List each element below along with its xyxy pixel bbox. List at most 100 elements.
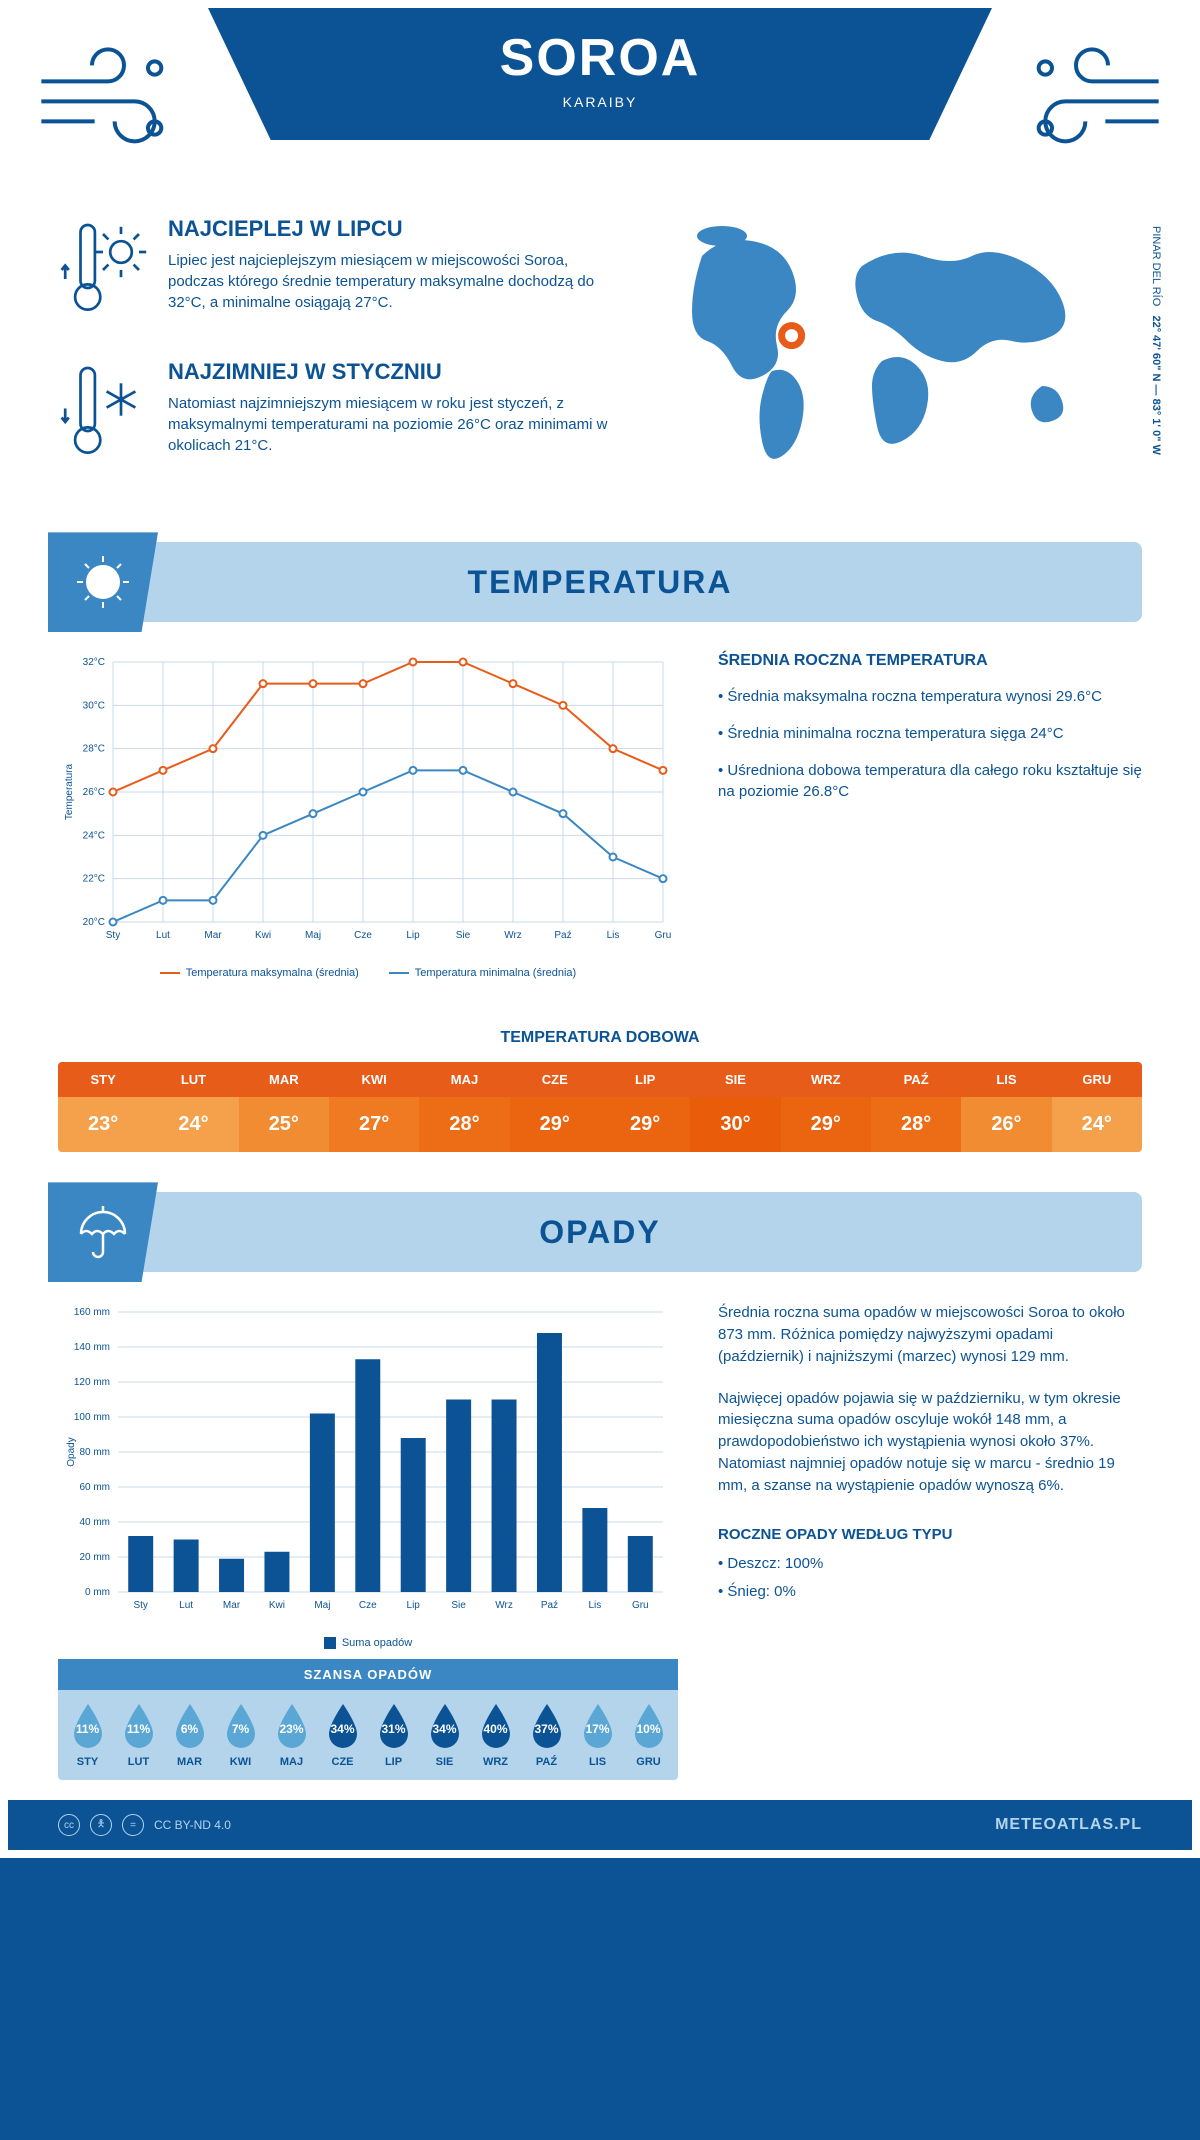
svg-text:Paź: Paź — [554, 930, 571, 941]
svg-text:40 mm: 40 mm — [79, 1517, 110, 1528]
svg-text:160 mm: 160 mm — [74, 1307, 110, 1318]
daily-temp-cell: CZE 29° — [510, 1062, 600, 1152]
svg-text:28°C: 28°C — [83, 744, 105, 755]
chance-title: SZANSA OPADÓW — [58, 1659, 678, 1690]
thermometer-cold-icon — [58, 359, 148, 472]
precip-bar-chart: 0 mm20 mm40 mm60 mm80 mm100 mm120 mm140 … — [58, 1302, 678, 1622]
raindrop-icon: 23% — [272, 1702, 312, 1750]
raindrop-icon: 7% — [221, 1702, 261, 1750]
precip-type-item: • Deszcz: 100% — [718, 1553, 1142, 1575]
chance-cell: 10% GRU — [623, 1702, 674, 1768]
chance-cell: 7% KWI — [215, 1702, 266, 1768]
svg-text:Wrz: Wrz — [495, 1600, 513, 1611]
svg-text:140 mm: 140 mm — [74, 1342, 110, 1353]
thermometer-hot-icon — [58, 216, 148, 329]
svg-text:Lut: Lut — [179, 1600, 193, 1611]
raindrop-icon: 10% — [629, 1702, 669, 1750]
svg-text:Sie: Sie — [456, 930, 471, 941]
temperature-legend: Temperatura maksymalna (średnia) Tempera… — [58, 967, 678, 979]
svg-text:22°C: 22°C — [83, 874, 105, 885]
precip-text-1: Średnia roczna suma opadów w miejscowośc… — [718, 1302, 1142, 1367]
raindrop-icon: 11% — [119, 1702, 159, 1750]
license-text: CC BY-ND 4.0 — [154, 1818, 231, 1832]
temp-summary-item: • Średnia minimalna roczna temperatura s… — [718, 723, 1142, 744]
svg-text:Lip: Lip — [406, 930, 420, 941]
svg-text:Temperatura: Temperatura — [64, 764, 75, 821]
svg-text:60 mm: 60 mm — [79, 1482, 110, 1493]
location-marker — [782, 326, 802, 346]
svg-text:Lut: Lut — [156, 930, 170, 941]
warmest-block: NAJCIEPLEJ W LIPCU Lipiec jest najcieple… — [58, 216, 622, 329]
svg-text:Maj: Maj — [305, 930, 321, 941]
svg-text:Kwi: Kwi — [269, 1600, 285, 1611]
daily-temp-cell: SIE 30° — [690, 1062, 780, 1152]
raindrop-icon: 17% — [578, 1702, 618, 1750]
temperature-chart: 20°C22°C24°C26°C28°C30°C32°CStyLutMarKwi… — [58, 652, 678, 979]
svg-text:Opady: Opady — [66, 1438, 77, 1467]
site-name: METEOATLAS.PL — [995, 1816, 1142, 1834]
chance-cell: 6% MAR — [164, 1702, 215, 1768]
umbrella-icon — [48, 1182, 158, 1282]
by-icon: 🯅 — [90, 1814, 112, 1836]
daily-temp-cell: LUT 24° — [148, 1062, 238, 1152]
sun-icon — [48, 532, 158, 632]
wind-icon-right — [992, 8, 1192, 186]
svg-text:20°C: 20°C — [83, 917, 105, 928]
chance-cell: 37% PAŹ — [521, 1702, 572, 1768]
svg-text:Lis: Lis — [607, 930, 620, 941]
svg-text:Gru: Gru — [632, 1600, 649, 1611]
svg-text:30°C: 30°C — [83, 701, 105, 712]
raindrop-icon: 11% — [68, 1702, 108, 1750]
svg-text:Sty: Sty — [106, 930, 120, 941]
coldest-text: Natomiast najzimniejszym miesiącem w rok… — [168, 393, 622, 456]
daily-temp-cell: WRZ 29° — [781, 1062, 871, 1152]
coldest-block: NAJZIMNIEJ W STYCZNIU Natomiast najzimni… — [58, 359, 622, 472]
cc-icon: cc — [58, 1814, 80, 1836]
temperature-section-header: TEMPERATURA — [58, 542, 1142, 622]
temp-summary-item: • Średnia maksymalna roczna temperatura … — [718, 686, 1142, 707]
temperature-title: TEMPERATURA — [58, 564, 1142, 601]
coordinates: PINAR DEL RÍO 22° 47' 60" N — 83° 1' 0" … — [1150, 226, 1162, 455]
svg-text:24°C: 24°C — [83, 831, 105, 842]
info-section: NAJCIEPLEJ W LIPCU Lipiec jest najcieple… — [8, 186, 1192, 542]
warmest-title: NAJCIEPLEJ W LIPCU — [168, 216, 622, 242]
svg-text:Mar: Mar — [223, 1600, 241, 1611]
daily-temp-cell: KWI 27° — [329, 1062, 419, 1152]
chance-cell: 31% LIP — [368, 1702, 419, 1768]
svg-text:Cze: Cze — [354, 930, 372, 941]
svg-text:Cze: Cze — [359, 1600, 377, 1611]
raindrop-icon: 34% — [425, 1702, 465, 1750]
svg-text:80 mm: 80 mm — [79, 1447, 110, 1458]
daily-temp-cell: STY 23° — [58, 1062, 148, 1152]
daily-temp-cell: LIS 26° — [961, 1062, 1051, 1152]
chance-cell: 11% LUT — [113, 1702, 164, 1768]
svg-text:Lip: Lip — [407, 1600, 421, 1611]
svg-text:Sty: Sty — [133, 1600, 147, 1611]
chance-cell: 34% SIE — [419, 1702, 470, 1768]
header: SOROA KARAIBY — [8, 8, 1192, 186]
svg-text:Sie: Sie — [451, 1600, 466, 1611]
region-name: KARAIBY — [208, 94, 992, 110]
chance-cell: 17% LIS — [572, 1702, 623, 1768]
precip-title: OPADY — [58, 1214, 1142, 1251]
temp-summary-item: • Uśredniona dobowa temperatura dla całe… — [718, 760, 1142, 802]
svg-text:Wrz: Wrz — [504, 930, 522, 941]
svg-text:Paź: Paź — [541, 1600, 558, 1611]
daily-temp-cell: PAŹ 28° — [871, 1062, 961, 1152]
chance-cell: 23% MAJ — [266, 1702, 317, 1768]
svg-text:Kwi: Kwi — [255, 930, 271, 941]
raindrop-icon: 34% — [323, 1702, 363, 1750]
coldest-title: NAJZIMNIEJ W STYCZNIU — [168, 359, 622, 385]
svg-text:Lis: Lis — [588, 1600, 601, 1611]
wind-icon-left — [8, 8, 208, 186]
svg-text:Maj: Maj — [314, 1600, 330, 1611]
chance-cell: 40% WRZ — [470, 1702, 521, 1768]
precip-chart-block: 0 mm20 mm40 mm60 mm80 mm100 mm120 mm140 … — [58, 1302, 678, 1780]
precip-section-header: OPADY — [58, 1192, 1142, 1272]
svg-text:Mar: Mar — [204, 930, 222, 941]
daily-temp-cell: GRU 24° — [1052, 1062, 1142, 1152]
precip-summary: Średnia roczna suma opadów w miejscowośc… — [718, 1302, 1142, 1780]
nd-icon: = — [122, 1814, 144, 1836]
raindrop-icon: 6% — [170, 1702, 210, 1750]
svg-text:120 mm: 120 mm — [74, 1377, 110, 1388]
